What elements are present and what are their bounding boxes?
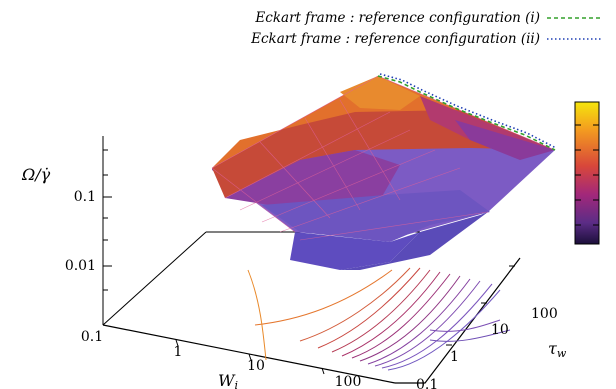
- surface-mesh: [211, 75, 556, 241]
- x-tick-label-0.1: 0.1: [81, 329, 103, 345]
- y-tick-label-0.1: 0.1: [416, 377, 438, 389]
- x-tick-label-100: 100: [335, 374, 362, 389]
- legend: Eckart frame : reference configuration (…: [250, 10, 603, 47]
- z-axis-title: Ω/γ̇: [21, 165, 51, 184]
- x-tick-label-1: 1: [174, 344, 183, 360]
- y-axis-title: τw: [548, 339, 567, 360]
- z-axis: 0.1 0.01 Ω/γ̇: [21, 149, 112, 291]
- surface: [211, 75, 556, 270]
- colorbox: [574, 101, 600, 245]
- x-axis: 0.1 1 10 100 Wi: [81, 329, 362, 389]
- x-tick-label-10: 10: [247, 358, 265, 374]
- x-axis-title: Wi: [218, 371, 238, 389]
- y-tick-label-100: 100: [531, 306, 558, 322]
- z-tick-label-0.1: 0.1: [74, 189, 96, 205]
- y-axis-line: [395, 257, 521, 384]
- legend-label-2: Eckart frame : reference configuration (…: [250, 31, 540, 47]
- legend-label-1: Eckart frame : reference configuration (…: [254, 10, 540, 26]
- series-ref-config-i: [377, 75, 556, 151]
- y-tick-label-10: 10: [491, 322, 509, 338]
- contours: [247, 267, 511, 371]
- z-tick-label-0.01: 0.01: [65, 258, 96, 274]
- y-tick-label-1: 1: [450, 349, 459, 365]
